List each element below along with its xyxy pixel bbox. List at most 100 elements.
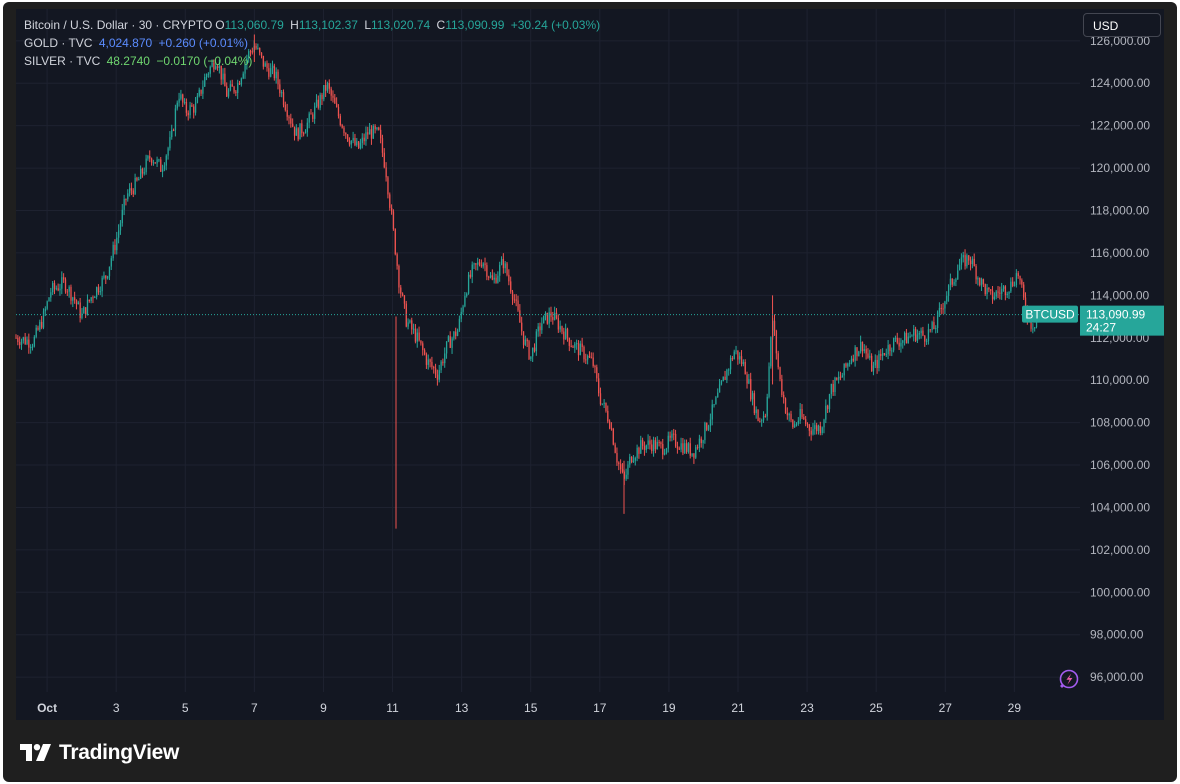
candle-body [412,328,415,330]
candle-body [237,83,239,93]
candle-body [689,443,691,456]
candle-body [469,274,472,277]
candle-body [944,301,946,309]
candle-body [761,420,763,422]
candle-body [548,312,550,324]
candle-body [295,128,298,136]
currency-button[interactable]: USD [1083,13,1161,37]
main-series-title: Bitcoin / U.S. Dollar · 30 · CRYPTO [24,18,213,32]
candle-body [64,279,67,292]
candle-body [854,347,856,361]
candle-body [979,277,981,286]
candle-body [687,443,690,452]
chart-legend: Bitcoin / U.S. Dollar · 30 · CRYPTO O113,… [24,16,603,70]
candle-body [839,376,842,378]
candle-body [546,312,549,324]
candle-body [112,244,114,259]
candle-body [766,396,768,417]
candle-body [557,318,560,330]
candle-body [381,138,384,153]
candle-body [229,84,232,91]
price-tick-label: 114,000.00 [1090,288,1149,302]
lightning-pulse-icon[interactable] [1059,669,1079,689]
candle-body [48,297,50,302]
candle-body [336,103,338,107]
candle-body [614,444,616,453]
candlestick-chart[interactable]: 96,000.00 98,000.00 100,000.00 102,000.00 10… [3,2,1177,782]
candle-body [218,65,221,68]
candle-body [372,125,374,139]
candle-body [138,178,140,181]
candle-body [530,356,532,359]
candle-body [526,339,528,342]
candle-body [143,172,145,174]
candle-body [226,86,228,97]
price-tick-label: 102,000.00 [1090,543,1150,557]
candle-body [400,287,402,294]
candle-body [574,343,576,348]
candle-body [652,440,655,452]
candle-body [543,315,545,324]
legend-silver[interactable]: SILVER · TVC 48.2740 −0.0170 (−0.04%) [24,52,603,70]
candle-body [363,137,365,142]
candle-body [706,422,708,430]
date-tick-label: 19 [662,701,676,715]
candle-body [913,328,915,336]
candle-body [292,123,294,127]
date-tick-label: 17 [593,701,607,715]
candle-body [227,90,230,97]
candle-body [259,48,261,53]
price-tick-label: 110,000.00 [1090,373,1149,387]
candle-body [445,341,448,354]
candle-body [1017,273,1019,277]
candle-body [748,379,750,384]
candle-body [887,345,889,355]
brand-logo[interactable]: TradingView [20,738,179,768]
candle-body [700,438,702,444]
candle-body [312,114,314,119]
candle-body [933,322,935,330]
tag-symbol: BTCUSD [1025,308,1075,322]
candle-body [718,384,721,393]
candle-body [266,63,268,69]
candle-body [462,306,464,312]
candle-body [90,297,92,301]
candle-body [321,94,323,100]
time-axis[interactable] [16,692,1080,720]
candle-body [878,353,880,369]
candle-body [396,254,398,266]
candle-body [163,165,166,170]
candle-body [427,359,429,365]
plot-area[interactable] [16,9,1080,692]
candle-body [187,112,189,116]
candle-body [847,363,849,367]
candle-body [231,84,233,87]
candle-body [314,106,316,119]
candle-body [260,52,263,56]
candle-body [924,335,926,342]
candle-body [22,337,25,341]
candle-body [167,148,169,156]
candle-body [665,448,668,453]
candle-body [440,361,442,371]
price-axis[interactable] [1080,9,1164,720]
candle-body [15,337,17,339]
legend-main[interactable]: Bitcoin / U.S. Dollar · 30 · CRYPTO O113,… [24,16,603,34]
candle-body [925,340,928,342]
candle-body [587,355,589,360]
candle-body [799,408,801,421]
legend-gold[interactable]: GOLD · TVC 4,024.870 +0.260 (+0.01%) [24,34,603,52]
candle-body [519,310,521,323]
last-price-tag: BTCUSD 113,090.99 24:27 [1022,305,1164,336]
candle-body [524,339,527,345]
candle-body [499,264,501,276]
candle-body [347,134,349,142]
candle-body [610,428,613,430]
candle-body [205,74,208,78]
silver-value: 48.2740 [106,54,150,68]
candle-body [497,275,499,283]
candle-body [204,77,206,87]
candle-body [889,345,891,351]
candle-body [414,328,417,342]
candle-body [79,302,81,318]
